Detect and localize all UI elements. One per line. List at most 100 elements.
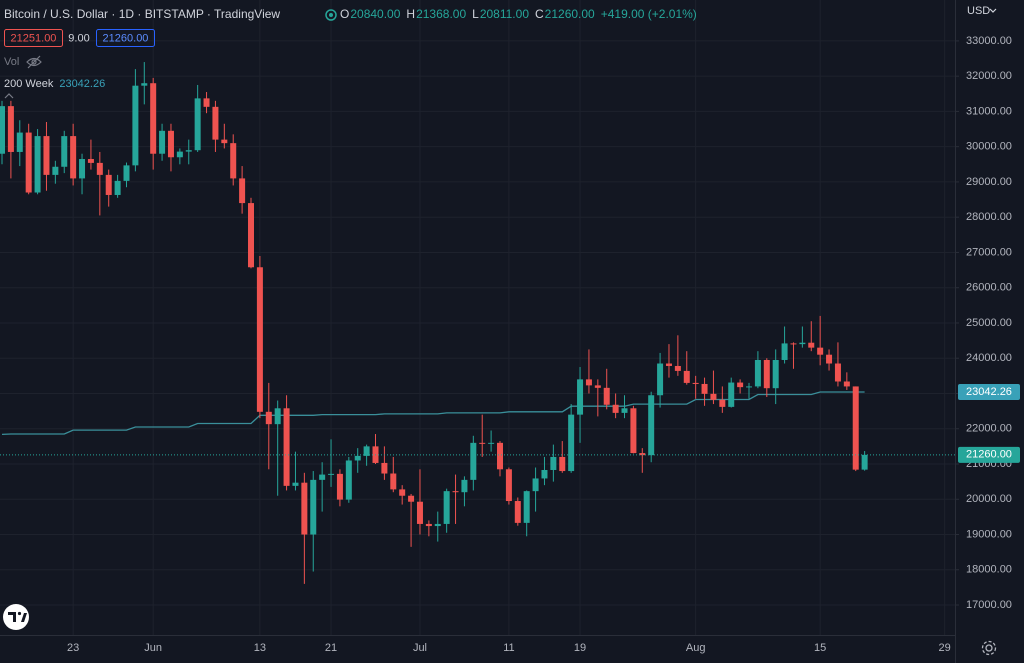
- ohlc-value: 20811.00: [480, 7, 529, 21]
- candle-body: [861, 454, 868, 470]
- candle-body: [203, 98, 210, 107]
- candle-body: [639, 453, 646, 456]
- ohlc-value: 20840.00: [350, 7, 400, 21]
- candle-body: [248, 203, 255, 268]
- tradingview-logo[interactable]: [3, 604, 29, 630]
- candle-body: [328, 473, 335, 475]
- x-tick-label: Jul: [413, 642, 427, 654]
- candle-body: [141, 83, 148, 86]
- candle-body: [826, 354, 833, 364]
- candle-body: [61, 136, 68, 167]
- y-tick-label: 26000.00: [966, 282, 1012, 294]
- bid-box[interactable]: [4, 29, 63, 47]
- candle-body: [674, 365, 681, 371]
- candle-body: [683, 370, 690, 383]
- y-tick-label: 24000.00: [966, 352, 1012, 364]
- candle-body: [274, 408, 281, 425]
- x-tick-label: 23: [67, 642, 79, 654]
- ma-price-label-box: [958, 383, 1020, 400]
- y-tick-label: 17000.00: [966, 599, 1012, 611]
- candle-body: [363, 446, 370, 456]
- y-tick-label: 22000.00: [966, 423, 1012, 435]
- candle-body: [443, 491, 450, 524]
- grid: [0, 0, 955, 635]
- candle-body: [123, 165, 130, 181]
- candle-body: [399, 489, 406, 496]
- currency[interactable]: USD: [967, 5, 990, 17]
- candle-body: [292, 482, 299, 486]
- candle-body: [390, 473, 397, 490]
- candle-body: [301, 482, 308, 535]
- ohlc-key: H: [406, 7, 415, 21]
- market-status[interactable]: [325, 9, 337, 21]
- candle-body: [523, 491, 530, 523]
- candle-body: [194, 98, 201, 151]
- candle-body: [763, 359, 770, 389]
- ma-legend-value: 23042.26: [59, 78, 105, 90]
- collapse-legend[interactable]: [4, 93, 14, 99]
- y-tick-label: 25000.00: [966, 317, 1012, 329]
- y-tick-label: 20000.00: [966, 493, 1012, 505]
- hide-icon[interactable]: [26, 55, 42, 69]
- candle-body: [559, 456, 566, 472]
- candle-body: [425, 523, 432, 527]
- candle-body: [461, 479, 468, 493]
- ohlc-value: 21260.00: [545, 7, 595, 21]
- x-tick-label: 13: [254, 642, 266, 654]
- candle-body: [808, 342, 815, 348]
- candle-body: [7, 106, 14, 152]
- candle-body: [96, 162, 103, 175]
- last-price-label: 21260.00: [966, 449, 1012, 461]
- candle-body: [488, 442, 495, 444]
- candle-body: [532, 478, 539, 492]
- candle-body: [665, 363, 672, 366]
- candle-body: [594, 385, 601, 388]
- candle-body: [34, 136, 41, 193]
- candle-body: [550, 456, 557, 470]
- candle-body: [701, 383, 708, 394]
- y-tick-label: 27000.00: [966, 246, 1012, 258]
- ma-legend-name: 200 Week: [4, 78, 54, 90]
- plot-area: [0, 62, 955, 584]
- ma-price-label: 23042.26: [966, 386, 1012, 398]
- candle-body: [799, 342, 806, 345]
- candle-body: [319, 474, 326, 480]
- candle-body: [630, 408, 637, 454]
- candle-body: [52, 166, 59, 175]
- candle-body: [843, 381, 850, 387]
- x-tick-label: 11: [503, 642, 514, 654]
- y-tick-label: 18000.00: [966, 564, 1012, 576]
- candle-body: [505, 469, 512, 502]
- candle-body: [612, 404, 619, 413]
- candle-body: [577, 379, 584, 415]
- candle-body: [230, 143, 237, 179]
- settings-icon[interactable]: [981, 640, 997, 656]
- ask-box[interactable]: [96, 29, 155, 47]
- candle-body: [746, 386, 753, 388]
- candle-body: [87, 159, 94, 163]
- spread: 9.00: [68, 32, 89, 44]
- candle-body: [79, 159, 86, 179]
- candle-body: [256, 267, 263, 412]
- candle-body: [283, 408, 290, 486]
- ohlc-key: L: [472, 7, 479, 21]
- candle-body: [25, 132, 32, 193]
- y-tick-label: 32000.00: [966, 70, 1012, 82]
- x-tick-label: 19: [574, 642, 586, 654]
- candle-body: [212, 106, 219, 140]
- ma-line: [1, 391, 865, 436]
- y-tick-label: 31000.00: [966, 105, 1012, 117]
- y-tick-label: 28000.00: [966, 211, 1012, 223]
- candle-body: [790, 343, 797, 345]
- x-tick-label: Aug: [686, 642, 706, 654]
- candle-body: [568, 414, 575, 472]
- candle-body: [70, 136, 77, 179]
- candle-body: [541, 469, 548, 479]
- candle-body: [336, 473, 343, 500]
- ask-price: 21260.00: [103, 32, 149, 44]
- candle-body: [408, 495, 415, 502]
- candle-body: [781, 343, 788, 360]
- currency-dropdown[interactable]: [989, 8, 997, 13]
- candle-body: [0, 106, 5, 154]
- candle-body: [657, 363, 664, 396]
